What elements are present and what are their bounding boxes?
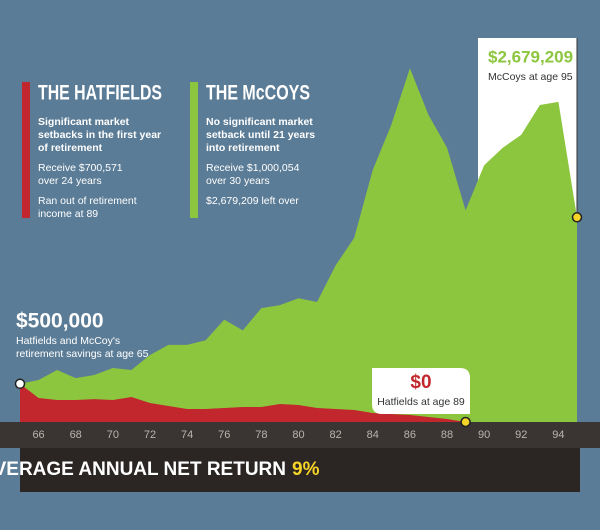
- callout-box: [372, 368, 470, 414]
- legend-note: Ran out of retirement: [38, 195, 137, 207]
- x-tick-label: 84: [367, 429, 379, 441]
- x-axis-strip: [0, 422, 600, 448]
- footer-bar: [20, 448, 580, 492]
- legend-note: setback until 21 years: [206, 129, 315, 141]
- x-tick-label: 70: [107, 429, 119, 441]
- x-tick-label: 80: [292, 429, 304, 441]
- area: [20, 68, 577, 422]
- x-tick-label: 76: [218, 429, 230, 441]
- legend-title: THE HATFIELDS: [38, 82, 162, 105]
- area: [20, 383, 466, 422]
- x-tick-label: 78: [255, 429, 267, 441]
- annotation-text: McCoys at age 95: [488, 71, 573, 83]
- plot: [20, 68, 577, 422]
- legend-note: over 24 years: [38, 175, 102, 187]
- annotation-text: Hatfields at age 89: [377, 396, 465, 408]
- x-tick-label: 88: [441, 429, 453, 441]
- legend-note: income at 89: [38, 208, 98, 220]
- legend-note: over 30 years: [206, 175, 270, 187]
- x-label-highlight: 9%: [292, 459, 320, 480]
- legend-swatch: [22, 82, 30, 218]
- annotation-marker: [460, 416, 471, 428]
- x-tick-label: 90: [478, 429, 490, 441]
- x-tick-label: 72: [144, 429, 156, 441]
- x-label: AVERAGE ANNUAL NET RETURN: [0, 459, 286, 480]
- x-tick-label: 94: [552, 429, 564, 441]
- annotation-value: $500,000: [16, 310, 104, 333]
- legend-note: No significant market: [206, 116, 313, 128]
- annotation-text: Hatfields and McCoy's: [16, 335, 120, 347]
- legend-note: $2,679,209 left over: [206, 195, 299, 207]
- legend-note: into retirement: [206, 142, 280, 154]
- annotation-value: $0: [410, 372, 431, 393]
- x-tick-label: 82: [330, 429, 342, 441]
- x-tick-label: 66: [32, 429, 44, 441]
- legend-note: Significant market: [38, 116, 130, 128]
- legend-note: of retirement: [38, 142, 103, 154]
- x-tick-label: 74: [181, 429, 193, 441]
- x-tick-label: 92: [515, 429, 527, 441]
- legend-title: THE McCOYS: [206, 82, 310, 105]
- x-tick-label: 86: [404, 429, 416, 441]
- annotation-marker: [571, 212, 583, 223]
- legend-note: setbacks in the first year: [38, 129, 161, 141]
- annotation-text: retirement savings at age 65: [16, 348, 149, 360]
- legend-note: Receive $700,571: [38, 162, 123, 174]
- legend-swatch: [190, 82, 198, 218]
- x-tick-label: 68: [70, 429, 82, 441]
- annotation-value: $2,679,209: [488, 47, 573, 66]
- annotation-marker: [14, 378, 26, 390]
- legend-note: Receive $1,000,054: [206, 162, 300, 174]
